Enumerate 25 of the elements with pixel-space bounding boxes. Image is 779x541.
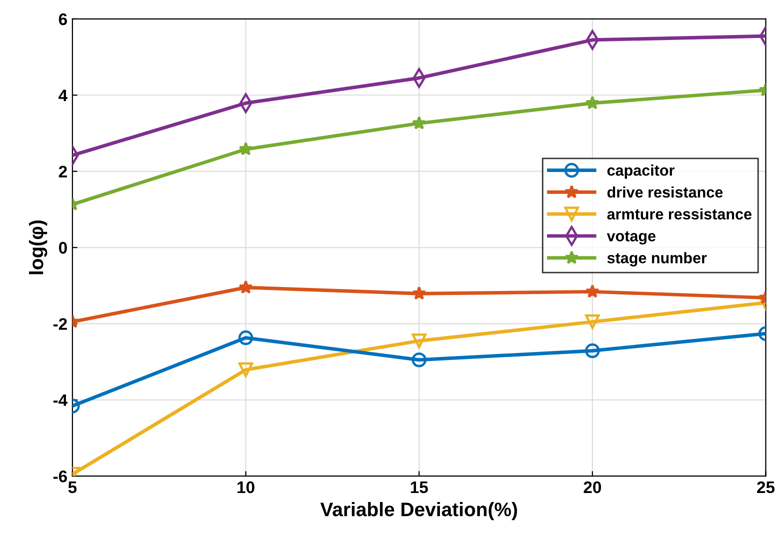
y-tick-label: 4 <box>58 90 68 102</box>
y-tick-label: -4 <box>53 394 68 406</box>
y-tick-label: 0 <box>58 242 67 254</box>
point <box>412 333 426 348</box>
point <box>585 284 600 298</box>
x-tick-label: 10 <box>238 481 254 494</box>
legend-label: capacitor <box>607 164 674 179</box>
legend-label: armture ressistance <box>607 208 752 220</box>
x-tick-label: 15 <box>410 482 428 494</box>
x-axis-title: Variable Deviation(%) <box>320 502 518 520</box>
x-tick-label: 5 <box>68 482 77 494</box>
y-tick-label: -6 <box>53 470 67 482</box>
point <box>585 96 600 110</box>
legend-label: drive resistance <box>607 186 723 198</box>
y-tick-label: -2 <box>53 318 67 330</box>
legend-label: votage <box>606 231 656 245</box>
point <box>412 286 426 300</box>
y-axis-title: log(φ) <box>29 220 48 274</box>
y-tick-label: 2 <box>58 166 67 178</box>
point <box>412 352 426 368</box>
y-tick-label: 6 <box>58 13 67 26</box>
legend-label: stage number <box>607 252 707 266</box>
point <box>412 116 426 130</box>
x-tick-label: 25 <box>757 481 775 494</box>
x-tick-label: 20 <box>584 481 602 494</box>
